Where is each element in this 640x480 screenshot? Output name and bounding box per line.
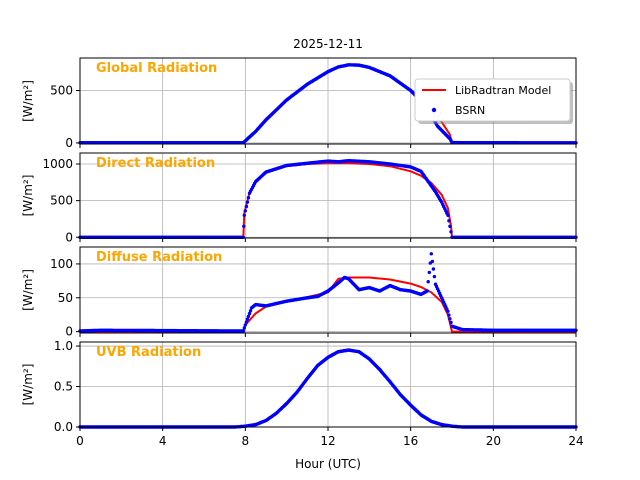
x-tick-label: 4 (159, 434, 167, 448)
y-tick-label: 1.0 (54, 339, 73, 353)
bsrn-point (446, 213, 450, 217)
bsrn-point (244, 204, 249, 209)
bsrn-point (432, 274, 437, 279)
legend-bsrn-label: BSRN (455, 104, 485, 117)
y-tick-label: 0.5 (54, 380, 73, 394)
bsrn-point (426, 280, 430, 284)
uvb-radiation-panel: 0.0 0.5 1.0 0 4 8 12 16 20 24 UVB Radiation [W/m²] (21, 339, 584, 448)
x-tick-label: 16 (403, 434, 418, 448)
bsrn-point (425, 289, 429, 293)
diffuse-radiation-y-axis-label: [W/m²] (21, 269, 35, 311)
bsrn-point (245, 317, 250, 321)
bsrn-point (246, 314, 251, 319)
legend: LibRadtran Model BSRN (414, 78, 573, 124)
bsrn-point (242, 224, 246, 228)
bsrn-point (449, 320, 453, 325)
bsrn-point (427, 270, 431, 275)
bsrn-point (430, 259, 435, 264)
x-tick-label: 8 (242, 434, 250, 448)
diffuse-radiation-bsrn-points (78, 252, 578, 333)
bsrn-point (241, 329, 245, 333)
legend-model-label: LibRadtran Model (455, 84, 551, 97)
global-radiation-panel: 0 500 Global Radiation [W/m²] LibRadtran Mod… (21, 57, 578, 150)
x-tick-label: 20 (486, 434, 501, 448)
global-radiation-label: Global Radiation (96, 61, 217, 76)
uvb-radiation-label: UVB Radiation (96, 345, 201, 360)
x-axis-label: Hour (UTC) (295, 457, 361, 471)
y-tick-label: 0.0 (54, 420, 73, 434)
bsrn-point (244, 320, 249, 324)
direct-radiation-y-axis-label: [W/m²] (21, 175, 35, 217)
y-tick-label: 0 (65, 136, 73, 150)
global-radiation-y-axis-label: [W/m²] (21, 80, 35, 122)
bsrn-point (447, 313, 451, 317)
bsrn-point (448, 317, 452, 321)
bsrn-point (446, 309, 450, 313)
diffuse-radiation-label: Diffuse Radiation (96, 250, 222, 265)
direct-radiation-label: Direct Radiation (96, 156, 215, 171)
uvb-radiation-bsrn-points (78, 348, 578, 429)
bsrn-point (242, 326, 246, 330)
uvb-radiation-y-axis-label: [W/m²] (21, 364, 35, 406)
y-tick-label: 500 (50, 194, 73, 208)
bsrn-point (431, 267, 436, 271)
bsrn-point (248, 309, 253, 313)
y-tick-label: 500 (50, 84, 73, 98)
x-tick-label: 24 (568, 434, 583, 448)
bsrn-point (429, 252, 433, 256)
bsrn-point (245, 200, 250, 204)
diffuse-radiation-panel: 0 50 100 Diffuse Radiation [W/m²] (21, 246, 578, 339)
y-tick-label: 50 (58, 291, 73, 305)
bsrn-point (247, 311, 252, 316)
chart-title: 2025-12-11 (293, 37, 363, 51)
bsrn-point (242, 213, 246, 217)
bsrn-point (243, 323, 247, 327)
legend-box (414, 78, 571, 122)
x-tick-label: 12 (320, 434, 335, 448)
y-tick-label: 1000 (42, 157, 73, 171)
bsrn-point (246, 196, 251, 200)
bsrn-point (449, 230, 453, 234)
bsrn-point (243, 209, 247, 213)
bsrn-point (447, 219, 451, 223)
y-tick-label: 100 (50, 257, 73, 271)
direct-radiation-panel: 0 500 1000 Direct Radiation [W/m²] (21, 152, 578, 244)
y-tick-label: 0 (65, 325, 73, 339)
x-tick-label: 0 (76, 434, 84, 448)
legend-bsrn-swatch (431, 107, 437, 113)
bsrn-point (448, 224, 452, 228)
y-tick-label: 0 (65, 230, 73, 244)
